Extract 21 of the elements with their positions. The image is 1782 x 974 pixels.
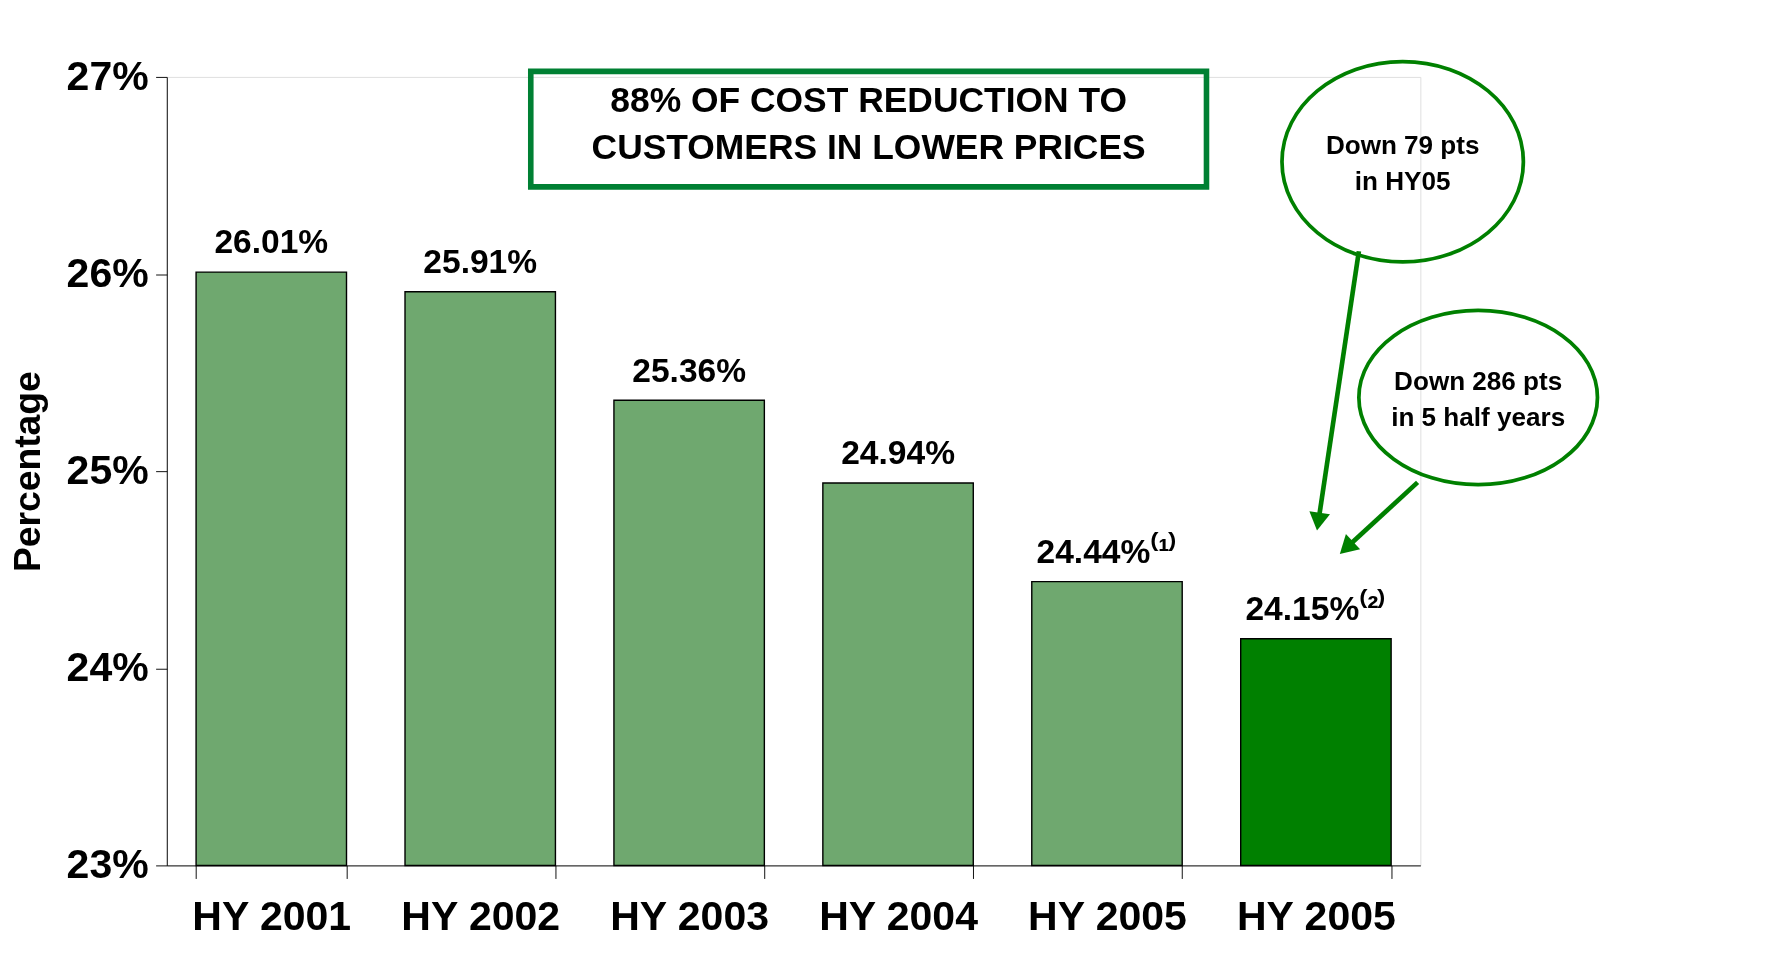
y-tick-label: 25% bbox=[66, 446, 149, 493]
x-tick-label: HY 2005 bbox=[1236, 893, 1396, 940]
x-tick-label: HY 2004 bbox=[819, 893, 979, 940]
y-tick-label: 23% bbox=[66, 841, 149, 888]
x-tick-label: HY 2005 bbox=[1028, 893, 1187, 940]
y-tick-label: 24% bbox=[66, 643, 149, 690]
x-tick-label: HY 2002 bbox=[401, 893, 561, 940]
data-label: 25.91% bbox=[423, 243, 538, 281]
data-label: 25.36% bbox=[632, 351, 747, 389]
data-label: 24.44%⁽¹⁾ bbox=[1036, 531, 1178, 570]
annotation: Down 286 pts in 5 half years bbox=[1391, 366, 1566, 432]
x-tick-label: HY 2001 bbox=[192, 893, 352, 940]
y-tick-label: 27% bbox=[66, 52, 149, 99]
y-axis-title: Percentage bbox=[6, 371, 49, 573]
y-tick-label: 26% bbox=[66, 249, 149, 296]
x-tick-label: HY 2003 bbox=[610, 893, 770, 940]
annotation: 88% OF COST REDUCTION TO CUSTOMERS IN LOWER PRICES bbox=[591, 80, 1146, 167]
data-label: 26.01% bbox=[214, 223, 329, 261]
data-label: 24.15%⁽²⁾ bbox=[1245, 589, 1387, 628]
data-label: 24.94% bbox=[841, 434, 955, 472]
annotation: Down 79 pts in HY05 bbox=[1325, 130, 1480, 196]
